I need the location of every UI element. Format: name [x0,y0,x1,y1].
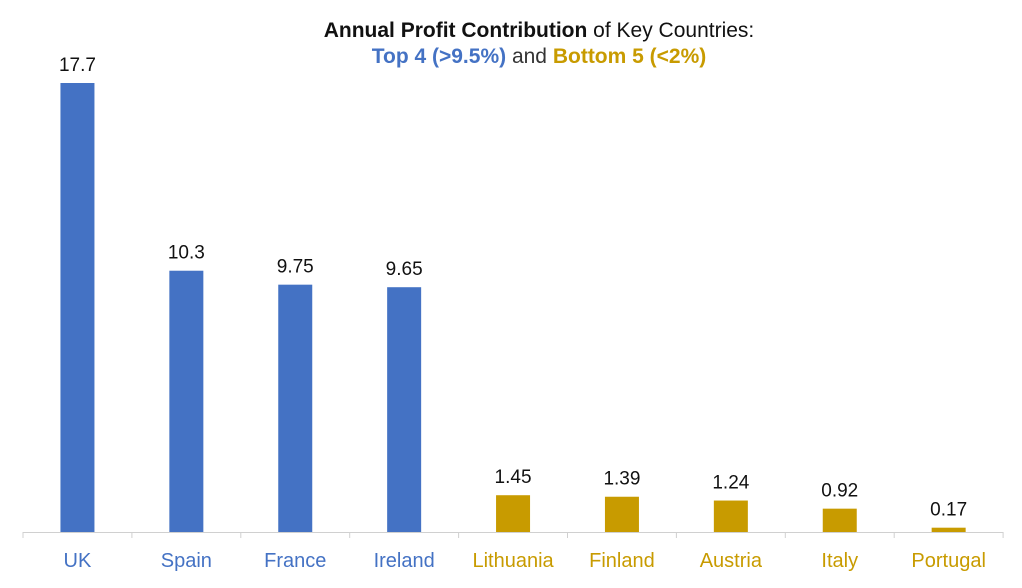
bar-finland [604,496,639,532]
bar-ireland [387,287,422,532]
chart-subtitle-top-group: Top 4 (>9.5%) [371,45,507,68]
bar-france [278,284,313,532]
value-label-austria: 1.24 [712,473,749,494]
value-label-finland: 1.39 [603,469,640,490]
category-label-lithuania: Lithuania [472,550,554,572]
value-label-uk: 17.7 [59,55,96,76]
bar-lithuania [496,495,531,532]
chart-title-rest: of Key Countries: [587,19,755,42]
value-label-ireland: 9.65 [386,259,423,280]
bar-spain [169,270,204,532]
chart-title-bold: Annual Profit Contribution [323,19,588,42]
chart-subtitle: Top 4 (>9.5%) and Bottom 5 (<2%) [0,44,1022,70]
category-label-uk: UK [64,550,92,572]
bars-group [60,83,966,532]
category-label-portugal: Portugal [911,550,986,572]
value-label-spain: 10.3 [168,243,205,264]
x-axis [22,532,1004,538]
chart-title: Annual Profit Contribution of Key Countr… [0,18,1022,70]
category-label-italy: Italy [821,550,858,572]
value-label-italy: 0.92 [821,481,858,502]
category-label-austria: Austria [700,550,763,572]
bar-uk [60,83,95,532]
category-labels-group: UK Spain France Ireland Lithuania Finland Aust… [64,550,986,572]
category-label-ireland: Ireland [374,550,435,572]
value-label-lithuania: 1.45 [495,467,532,488]
bar-austria [713,500,748,532]
value-label-france: 9.75 [277,257,314,278]
value-labels-group: 17.7 10.3 9.75 9.65 1.45 1.39 1.24 0.92 0.17 [59,55,967,521]
bar-italy [822,508,857,532]
category-label-finland: Finland [589,550,655,572]
chart-subtitle-bottom-group: Bottom 5 (<2%) [552,45,707,68]
chart-subtitle-connector: and [506,45,553,68]
value-label-portugal: 0.17 [930,500,967,521]
bar-portugal [931,527,966,532]
chart-title-line-1: Annual Profit Contribution of Key Countr… [0,18,1022,44]
category-label-france: France [264,550,326,572]
category-label-spain: Spain [161,550,212,572]
